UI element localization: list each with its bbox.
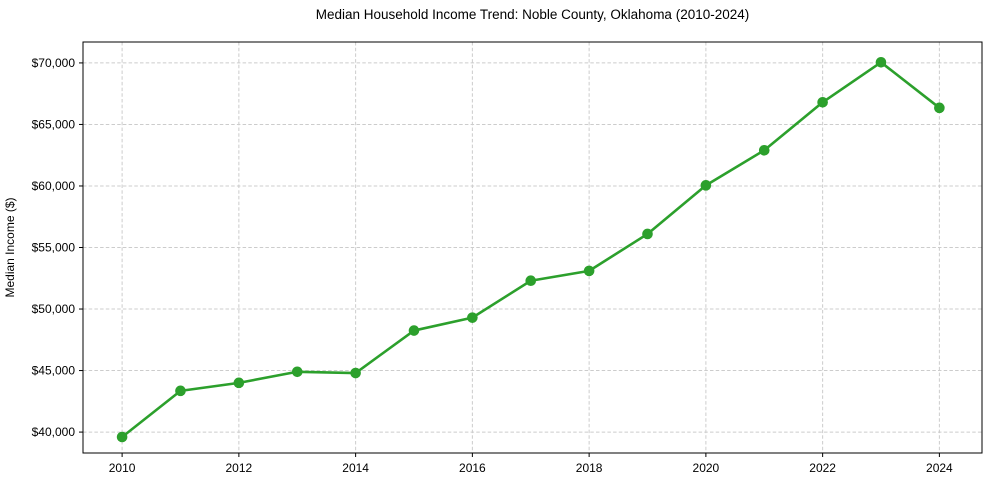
y-tick-label: $70,000	[32, 56, 76, 70]
data-point-2010	[116, 431, 128, 443]
data-point-2011	[175, 385, 186, 397]
data-point-2017	[525, 275, 537, 287]
y-tick-label: $50,000	[32, 302, 76, 316]
data-point-2022	[817, 96, 828, 108]
x-tick-label: 2024	[926, 461, 953, 475]
x-tick-label: 2020	[693, 461, 720, 475]
x-tick-label: 2018	[576, 461, 603, 475]
trend-line	[120, 61, 941, 439]
data-point-2021	[758, 144, 770, 156]
x-tick-label: 2016	[459, 461, 486, 475]
y-tick-label: $65,000	[32, 117, 76, 131]
data-point-2015	[408, 325, 420, 336]
x-tick-label: 2022	[809, 461, 836, 475]
data-point-2012	[233, 377, 245, 389]
data-point-2019	[642, 228, 653, 240]
data-point-2018	[583, 265, 595, 277]
y-tick-label: $40,000	[32, 425, 76, 439]
data-point-2016	[467, 312, 478, 323]
y-tick-label: $60,000	[32, 179, 76, 193]
data-point-2023	[875, 57, 887, 68]
data-point-2013	[291, 366, 303, 378]
y-tick-label: $55,000	[32, 241, 76, 255]
data-point-2024	[934, 102, 945, 114]
y-axis-title: Median Income ($)	[3, 197, 17, 297]
chart-title: Median Household Income Trend: Noble Cou…	[315, 7, 750, 22]
x-tick-label: 2012	[226, 461, 253, 475]
x-tick-label: 2014	[342, 461, 369, 475]
y-tick-label: $45,000	[32, 364, 76, 378]
data-point-2014	[350, 367, 361, 379]
x-tick-label: 2010	[109, 461, 136, 475]
data-point-2020	[700, 180, 712, 191]
